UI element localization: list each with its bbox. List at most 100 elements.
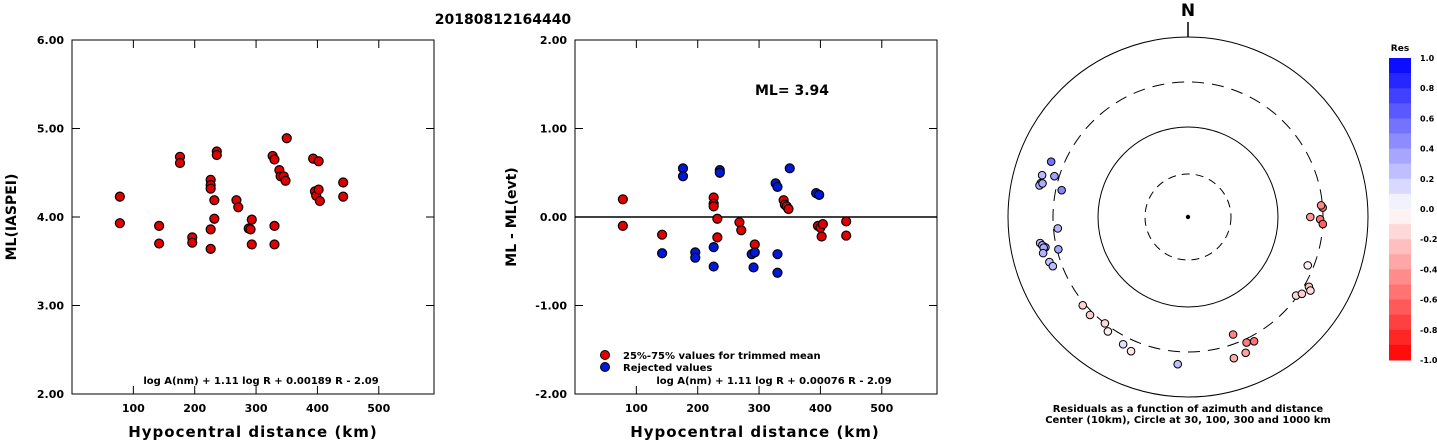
residual-point [1038,248,1048,258]
colorbar-cell [1389,299,1411,316]
y-tick-label: -2.00 [535,388,567,401]
y-tick-label: 0.00 [540,211,567,224]
trimmed-point [816,231,827,242]
trimmed-point [712,232,723,243]
data-point [187,237,198,248]
residual-point [1242,338,1251,347]
data-point [246,214,257,225]
figure-title: 20180812164440 [435,12,572,28]
plot1-ylabel: ML(IASPEI) [4,174,20,261]
y-tick-label: 6.00 [37,34,64,47]
colorbar-tick-label: 0.4 [1420,145,1435,154]
rejected-point [748,262,759,273]
residual-point [1085,310,1095,320]
ring-1000km [1007,36,1369,398]
colorbar-title: Res [1391,44,1409,54]
plot1-y-axis: 2.00 3.00 4.00 5.00 6.00 [37,34,434,401]
polar-caption-line1: Residuals as a function of azimuth and d… [1053,404,1324,415]
residual-point [1118,339,1128,349]
residual-point [1297,289,1307,299]
data-point [205,183,216,194]
rejected-point [772,249,783,260]
plot2-x-axis: 100 200 300 400 500 [625,40,894,415]
colorbar: Res 1.0 0.8 0.6 0.4 0.2 0.0 -0.2 -0.4 -0.6 -0.8 -1… [1389,44,1437,365]
rejected-point [708,261,719,272]
colorbar-cell [1389,329,1411,346]
colorbar-tick-label: -0.6 [1420,296,1437,305]
colorbar-cell [1389,209,1411,225]
residual-point [1305,212,1315,222]
colorbar-scale [1389,58,1411,361]
x-tick-label: 400 [809,402,832,415]
data-point [269,239,280,250]
plot1-x-axis: 100 200 300 400 500 [122,40,391,415]
y-tick-label: 4.00 [37,211,64,224]
colorbar-cell [1389,178,1411,195]
data-point [205,224,216,235]
legend-rejected-marker [600,362,610,372]
residual-point [1318,219,1328,229]
polar-points [1035,157,1328,369]
ring-100km [1097,126,1279,308]
data-point [154,220,165,231]
colorbar-tick-label: 1.0 [1420,54,1435,63]
residual-point [1037,170,1047,180]
colorbar-tick-label: 0.6 [1420,114,1435,123]
residual-point [1303,261,1313,270]
trimmed-point [736,225,747,236]
plot2-points [617,163,852,278]
data-point [313,184,324,195]
data-point [314,195,325,207]
residual-point [1249,336,1259,346]
polar-caption-line2: Center (10km), Circle at 30, 100, 300 an… [1045,415,1331,426]
colorbar-tick-label: 0.2 [1420,175,1434,184]
colorbar-cell [1389,193,1411,210]
colorbar-cell [1389,148,1411,165]
y-tick-label: 2.00 [37,388,64,401]
x-tick-label: 300 [245,402,268,415]
data-point [174,157,186,169]
data-point [313,156,324,167]
plot2-legend: 25%-75% values for trimmed mean Rejected… [600,350,821,374]
x-tick-label: 500 [367,402,390,415]
plot1-xlabel: Hypocentral distance (km) [128,423,378,441]
data-point [211,149,222,161]
residual-point [1228,330,1238,339]
rejected-point [749,247,760,258]
data-point [114,218,125,229]
rejected-point [677,171,689,182]
data-point [269,154,280,165]
data-point [114,191,125,202]
x-tick-label: 400 [306,402,329,415]
y-tick-label: 1.00 [540,123,567,136]
colorbar-tick-label: 0.8 [1420,84,1435,93]
colorbar-labels: 1.0 0.8 0.6 0.4 0.2 0.0 -0.2 -0.4 -0.6 -0.8 -1.0 [1420,54,1437,365]
colorbar-cell [1389,239,1411,255]
trimmed-point [657,229,668,240]
north-label: N [1181,1,1195,21]
center-marker [1185,214,1191,220]
plot2-formula: log A(nm) + 1.11 log R + 0.00076 R - 2.0… [656,376,891,387]
panel-residual-vs-distance: -2.00 -1.00 0.00 1.00 2.00 100 200 300 400 500 M… [504,34,938,441]
panel-ml-vs-distance: 2.00 3.00 4.00 5.00 6.00 100 200 300 400 500 log… [4,34,435,441]
residual-point [1048,261,1058,271]
x-tick-label: 500 [870,402,893,415]
residual-point [1173,359,1183,369]
data-point [205,243,216,254]
residual-point [1078,301,1088,310]
trimmed-point [708,201,719,212]
data-point [246,239,257,250]
legend-trimmed-label: 25%-75% values for trimmed mean [623,351,821,362]
rejected-point [690,252,701,263]
legend-rejected-label: Rejected values [623,363,712,374]
colorbar-cell [1389,103,1411,119]
plot2-ylabel: ML - ML(evt) [504,167,520,266]
trimmed-point [617,194,628,205]
data-point [338,177,349,188]
trimmed-point [783,203,794,215]
residual-point [1103,327,1113,336]
residual-point [1057,185,1066,195]
rejected-point [814,189,825,200]
x-tick-label: 200 [686,402,709,415]
